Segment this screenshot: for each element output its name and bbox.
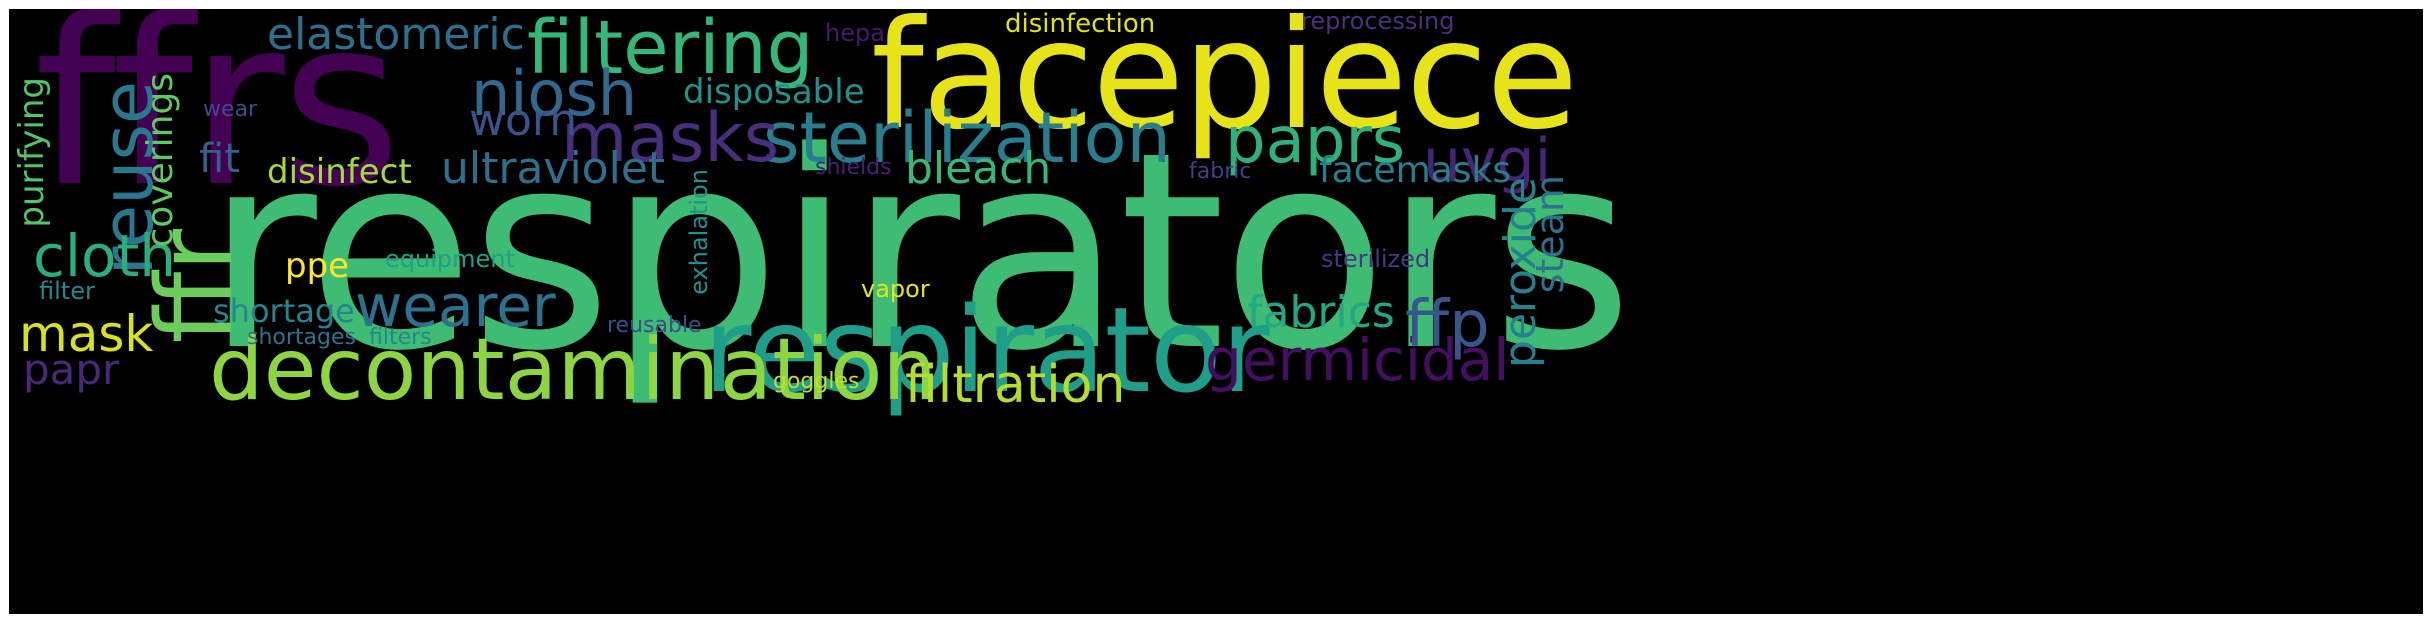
word-disinfect: disinfect [267, 152, 412, 192]
word-wear: wear [203, 97, 258, 122]
word-hepa: hepa [825, 19, 885, 47]
word-germicidal: germicidal [1205, 326, 1510, 394]
word-fabrics: fabrics [1247, 287, 1395, 338]
word-masks: masks [561, 99, 780, 178]
word-elastomeric: elastomeric [267, 9, 525, 60]
word-cloud: ffrs respirators facepiece respirator de… [9, 9, 2423, 614]
word-disposable: disposable [683, 72, 865, 112]
word-filtration: filtration [905, 355, 1126, 415]
word-shortage: shortage [213, 292, 355, 330]
word-papr: papr [23, 345, 120, 394]
word-goggles: goggles [773, 369, 860, 394]
word-facepiece: facepiece [871, 9, 1578, 163]
word-equipment: equipment [385, 245, 515, 273]
word-fit: fit [199, 136, 240, 182]
word-disinfection: disinfection [1005, 9, 1156, 39]
word-ultraviolet: ultraviolet [441, 143, 666, 194]
word-shields: shields [815, 155, 892, 180]
word-vapor: vapor [861, 275, 930, 303]
word-filters: filters [369, 325, 432, 350]
word-ffrs: ffrs [34, 9, 402, 238]
word-niosh: niosh [471, 57, 638, 130]
word-paprs: paprs [1225, 104, 1406, 178]
word-respirator: respirator [703, 281, 1269, 419]
word-facemasks: facemasks [1319, 150, 1512, 191]
word-wearer: wearer [355, 272, 556, 340]
word-filter: filter [39, 277, 95, 305]
word-sterilized: sterilized [1321, 245, 1431, 273]
word-mask: mask [19, 305, 154, 363]
word-steam: steam [1528, 175, 1572, 294]
word-sterilization: sterilization [763, 97, 1171, 179]
word-reusable: reusable [607, 313, 702, 338]
word-purifying: purifying [12, 77, 52, 228]
word-exhalation: exhalation [685, 169, 713, 295]
word-ppe: ppe [285, 246, 350, 286]
word-coverings: coverings [140, 73, 181, 248]
word-respirators: respirators [205, 95, 1633, 411]
word-reprocessing: reprocessing [1301, 9, 1455, 35]
word-decontamination: decontamination [209, 320, 937, 420]
word-fabric: fabric [1189, 159, 1252, 184]
word-shortages: shortages [247, 325, 356, 350]
word-worn: worn [469, 95, 578, 146]
word-cloth: cloth [33, 222, 176, 290]
word-bleach: bleach [905, 143, 1052, 194]
word-ffp: ffp [1405, 288, 1490, 362]
word-filtering: filtering [527, 9, 814, 91]
word-uvgi: uvgi [1423, 126, 1552, 196]
